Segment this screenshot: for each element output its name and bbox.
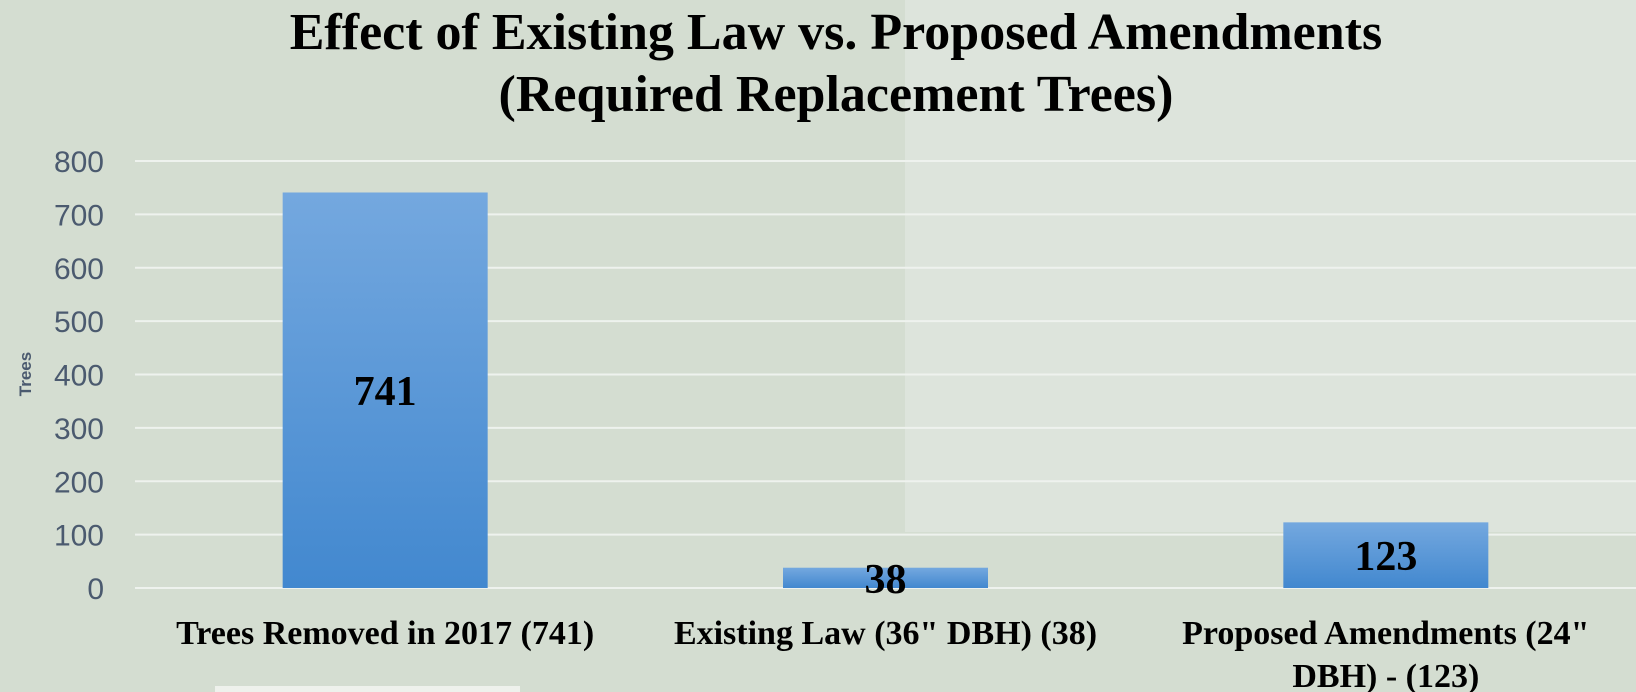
bar <box>282 192 488 588</box>
bar-data-label: 123 <box>1354 534 1417 580</box>
y-tick-label: 0 <box>87 573 104 606</box>
x-category-label: Proposed Amendments (24" DBH) - (123) <box>1182 615 1589 692</box>
chart-background-panel <box>905 0 1636 532</box>
bars <box>282 192 1489 588</box>
y-tick-label: 400 <box>54 360 104 393</box>
bar <box>783 567 988 588</box>
data-labels: 741 38 123 <box>354 369 1418 603</box>
background-strip <box>215 686 520 692</box>
y-tick-label: 700 <box>54 199 104 232</box>
y-tick-label: 500 <box>54 306 104 339</box>
category-labels: Trees Removed in 2017 (741) Existing Law … <box>176 615 1589 692</box>
x-category-label: Existing Law (36" DBH) (38) <box>674 615 1097 652</box>
y-axis-label: Trees <box>16 352 35 396</box>
bar-data-label: 38 <box>865 557 907 603</box>
chart-title: Effect of Existing Law vs. Proposed Amen… <box>289 4 1383 123</box>
bar-data-label: 741 <box>354 369 417 415</box>
y-tick-label: 300 <box>54 413 104 446</box>
y-axis-ticks: 0 100 200 300 400 500 600 700 800 <box>54 146 104 606</box>
y-tick-label: 800 <box>54 146 104 179</box>
y-tick-label: 100 <box>54 520 104 553</box>
bar <box>1283 522 1489 588</box>
x-category-label: Trees Removed in 2017 (741) <box>176 615 594 652</box>
y-tick-label: 200 <box>54 466 104 499</box>
y-tick-label: 600 <box>54 253 104 286</box>
